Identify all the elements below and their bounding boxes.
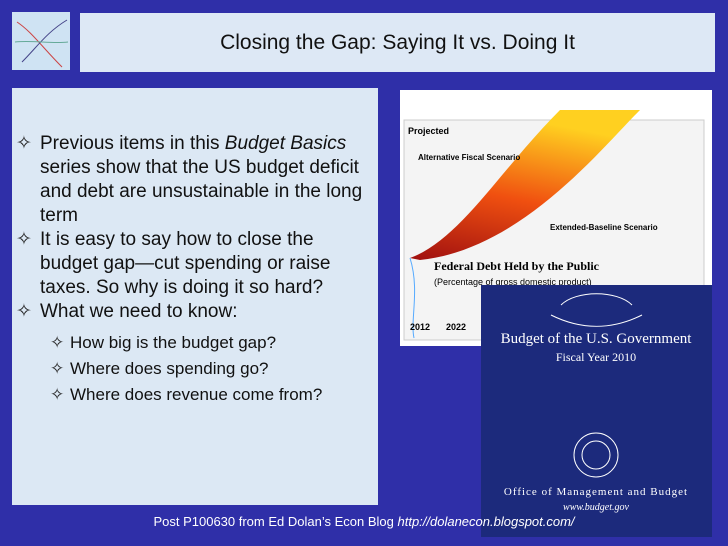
chart-year: 2022	[446, 322, 466, 332]
book-title: Budget of the U.S. Government	[501, 331, 693, 347]
sub-bullet: Where does revenue come from?	[50, 382, 366, 408]
bullet-text: Previous items in this	[40, 133, 225, 154]
chart-label: Extended-Baseline Scenario	[550, 223, 658, 232]
bullet: Previous items in this Budget Basics ser…	[16, 132, 366, 228]
slide-title: Closing the Gap: Saying It vs. Doing It	[80, 13, 715, 72]
book-url: www.budget.gov	[563, 502, 629, 513]
logo-thumbnail	[12, 12, 70, 70]
book-subtitle: Fiscal Year 2010	[556, 350, 636, 364]
sub-bullet: Where does spending go?	[50, 356, 366, 382]
bullet-text: It is easy to say how to close the budge…	[40, 229, 331, 298]
chart-subheading: (Percentage of gross domestic product)	[434, 277, 592, 287]
sub-bullet: How big is the budget gap?	[50, 330, 366, 356]
debt-chart-image: Projected Alternative Fiscal Scenario Ex…	[400, 90, 712, 346]
chart-heading: Federal Debt Held by the Public	[434, 259, 600, 273]
book-art: Budget of the U.S. Government Fiscal Yea…	[501, 293, 693, 513]
footer-link[interactable]: http://dolanecon.blogspot.com/	[397, 514, 575, 529]
bullet: What we need to know: How big is the bud…	[16, 300, 366, 408]
budget-book-cover: Budget of the U.S. Government Fiscal Yea…	[481, 285, 712, 537]
bullet-text: What we need to know:	[40, 301, 238, 322]
bullet: It is easy to say how to close the budge…	[16, 228, 366, 300]
footer-text: Post P100630 from Ed Dolan’s Econ Blog	[153, 514, 398, 529]
chart-label: Alternative Fiscal Scenario	[418, 153, 520, 162]
bullet-italic: Budget Basics	[224, 133, 347, 154]
bullet-text: series show that the US budget deficit a…	[40, 157, 363, 226]
chart-label: Projected	[408, 126, 449, 136]
chart-year: 2012	[410, 322, 430, 332]
bullet-list: Previous items in this Budget Basics ser…	[16, 132, 366, 408]
book-office: Office of Management and Budget	[504, 486, 688, 498]
footer: Post P100630 from Ed Dolan’s Econ Blog h…	[0, 514, 728, 529]
thumbnail-art	[14, 19, 69, 68]
sub-list: How big is the budget gap? Where does sp…	[40, 330, 366, 408]
